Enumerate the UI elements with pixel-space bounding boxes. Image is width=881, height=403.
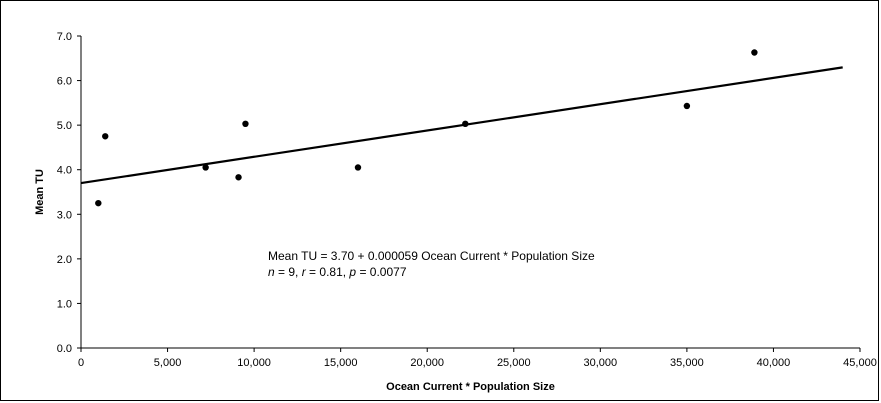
x-tick-label: 0	[78, 357, 84, 369]
data-point	[202, 164, 209, 171]
x-tick-label: 45,000	[843, 357, 877, 369]
y-axis-title: Mean TU	[34, 169, 46, 215]
y-tick-label: 5.0	[57, 120, 72, 132]
data-point	[235, 174, 242, 181]
y-tick-label: 2.0	[57, 254, 72, 266]
data-point	[102, 133, 109, 140]
data-point	[242, 120, 249, 128]
y-tick-label: 6.0	[57, 76, 72, 88]
x-axis-ticks: 0 5,000 10,000 15,000 20,000 25,000 30,000 35,0…	[78, 348, 877, 369]
x-tick-label: 40,000	[757, 357, 791, 369]
y-tick-label: 7.0	[57, 31, 72, 43]
y-axis-ticks: 0.0 1.0 2.0 3.0 4.0 5.0 6.0 7.0	[57, 31, 81, 355]
data-point	[95, 199, 102, 207]
y-tick-label: 3.0	[57, 209, 72, 221]
x-tick-label: 5,000	[154, 357, 182, 369]
axes	[80, 36, 860, 349]
regression-stats: n = 9, r = 0.81, p = 0.0077	[268, 265, 407, 279]
x-axis-title: Ocean Current * Population Size	[386, 381, 555, 393]
data-point	[354, 164, 362, 171]
data-point	[462, 120, 469, 128]
trendline-group	[80, 66, 843, 185]
y-tick-label: 1.0	[57, 298, 72, 310]
data-points	[95, 49, 758, 207]
x-tick-label: 20,000	[410, 357, 444, 369]
data-point	[751, 49, 758, 56]
x-tick-label: 15,000	[324, 357, 358, 369]
x-tick-label: 35,000	[670, 357, 704, 369]
trendline	[80, 66, 843, 185]
x-tick-label: 30,000	[584, 357, 618, 369]
x-tick-label: 10,000	[237, 357, 271, 369]
x-tick-label: 25,000	[497, 357, 531, 369]
data-point	[683, 102, 691, 110]
y-tick-label: 0.0	[57, 343, 72, 355]
regression-equation: Mean TU = 3.70 + 0.000059 Ocean Current …	[268, 249, 595, 263]
y-tick-label: 4.0	[57, 165, 72, 177]
